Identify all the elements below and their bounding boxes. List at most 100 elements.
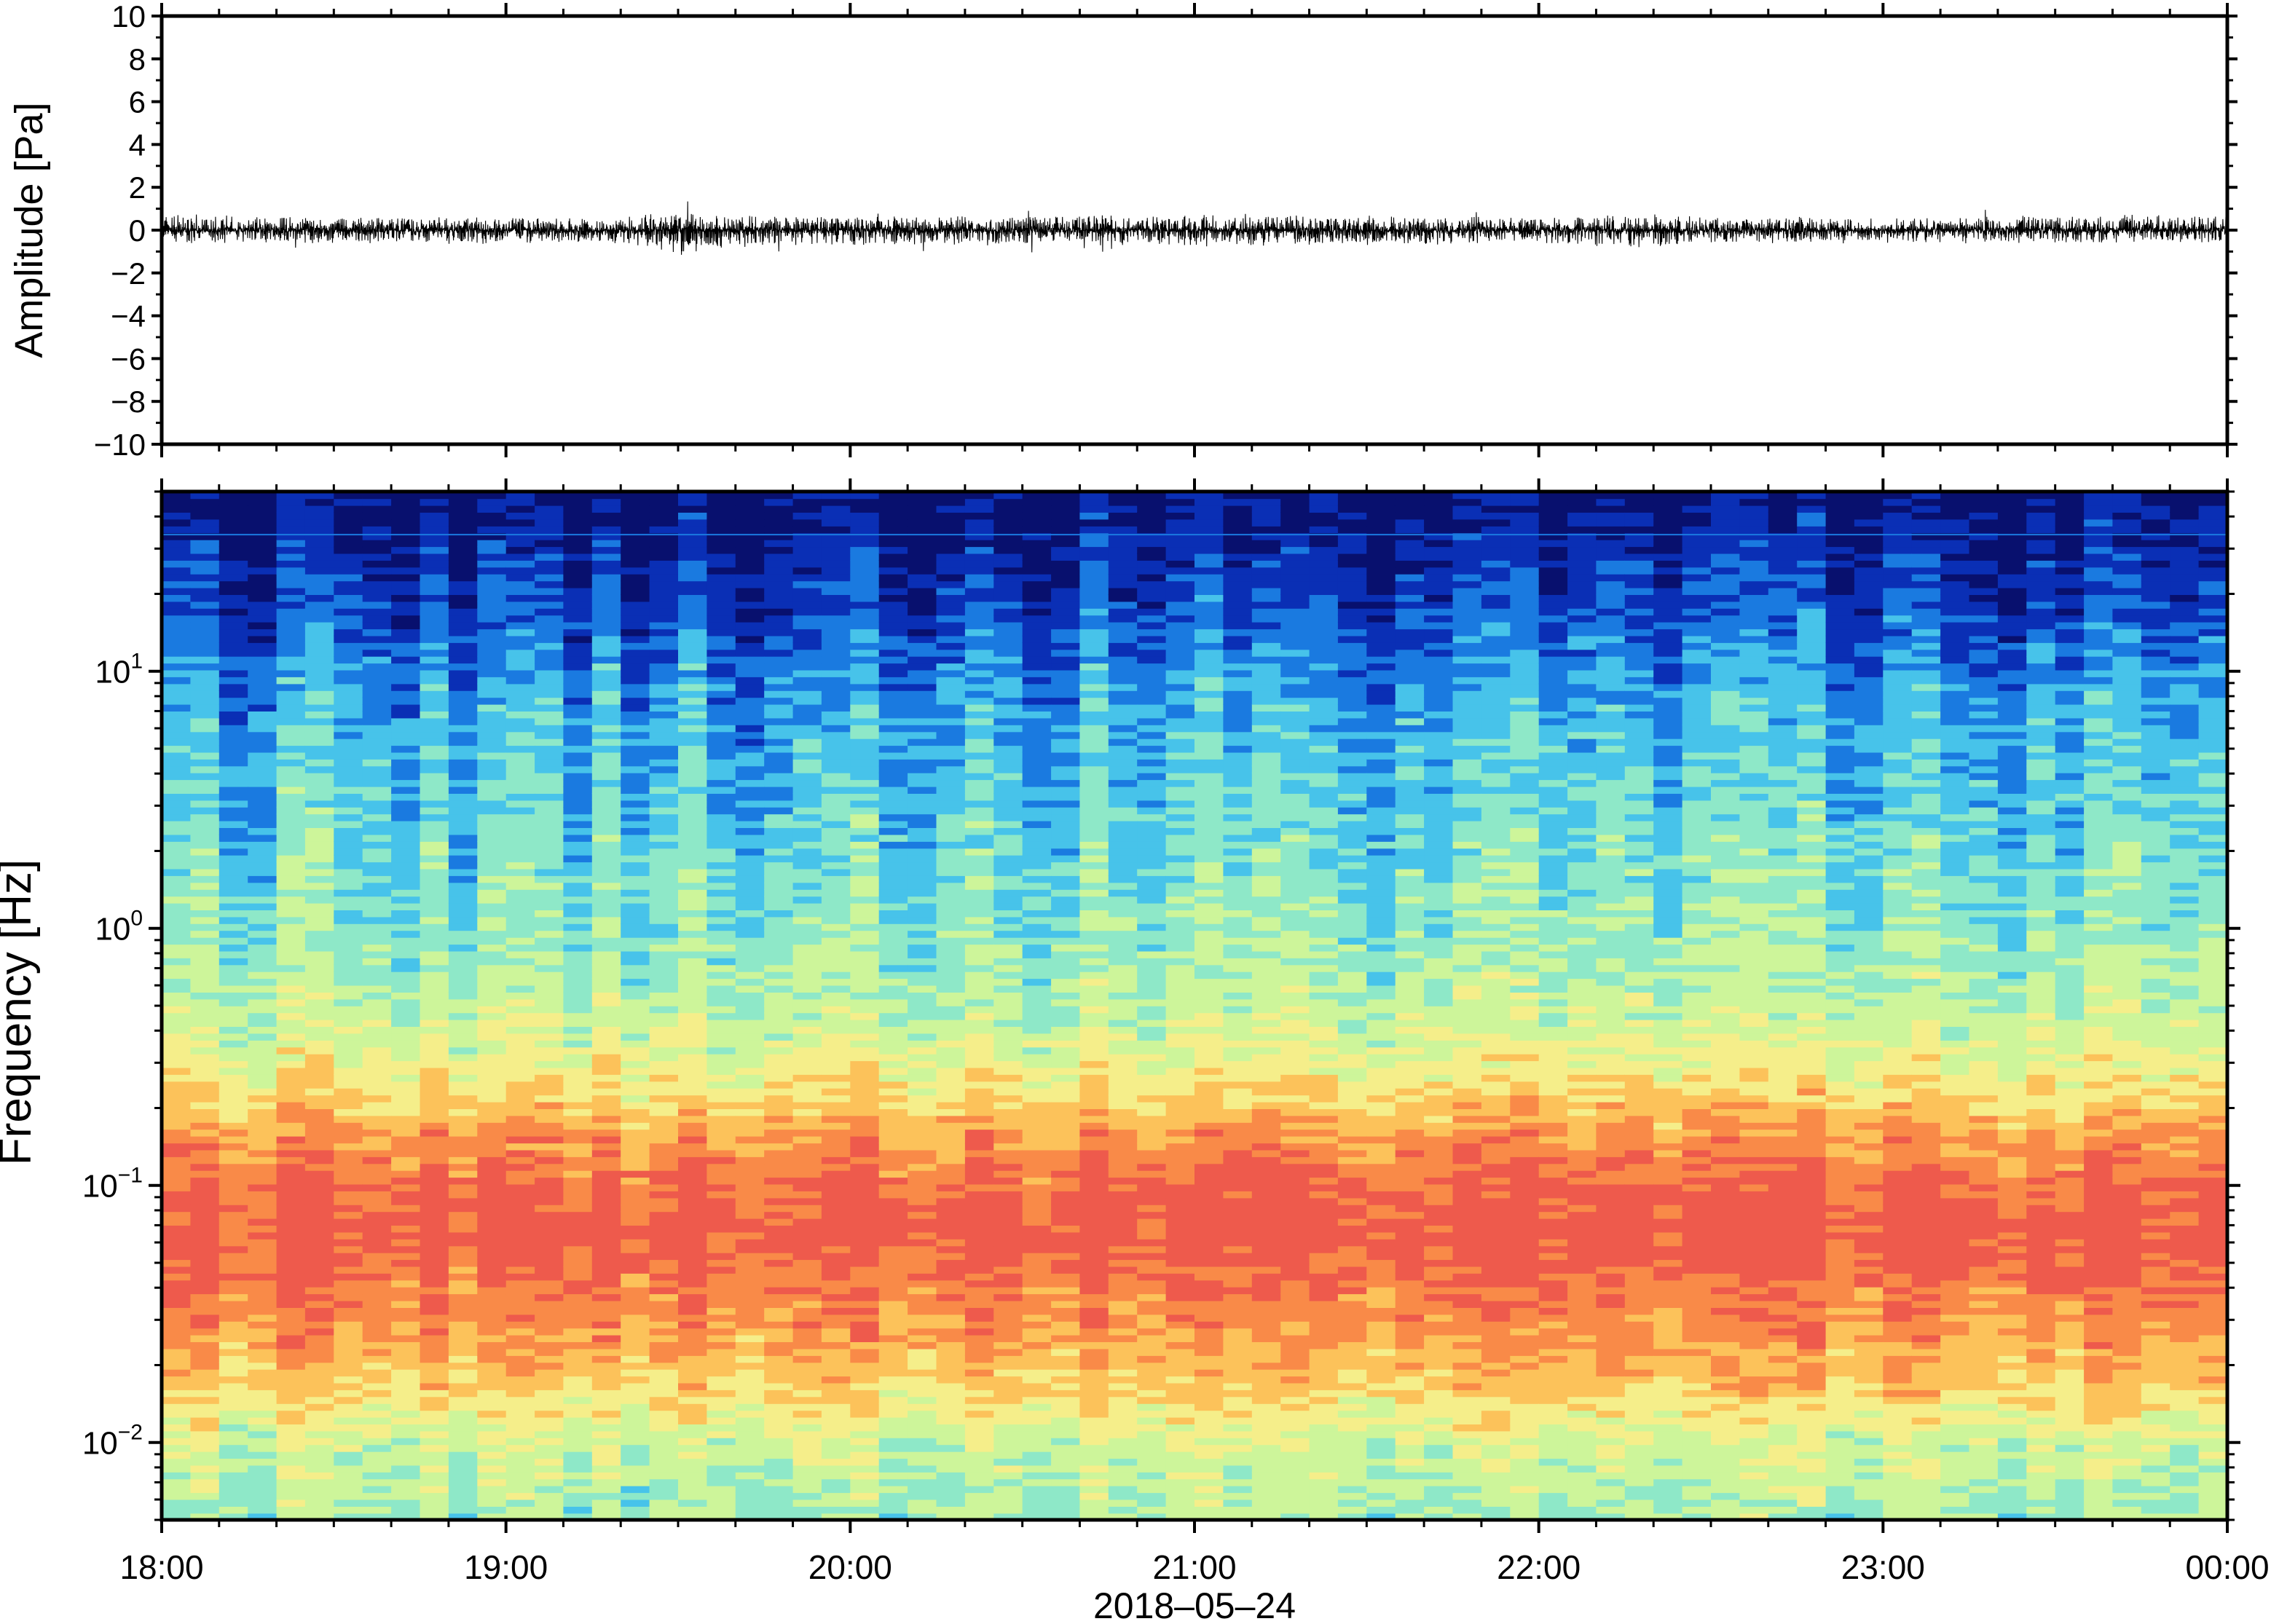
spectrogram-cell	[936, 1328, 966, 1336]
spectrogram-cell	[707, 759, 736, 767]
spectrogram-cell	[276, 896, 306, 904]
spectrogram-cell	[1022, 526, 1052, 534]
spectrogram-cell	[219, 1362, 248, 1370]
spectrogram-cell	[563, 1225, 593, 1233]
spectrogram-cell	[477, 944, 507, 952]
spectrogram-cell	[448, 944, 479, 952]
spectrogram-cell	[1051, 1506, 1081, 1514]
spectrogram-cell	[964, 896, 995, 904]
spectrogram-cell	[591, 498, 621, 506]
spectrogram-cell	[1051, 896, 1081, 904]
spectrogram-cell	[908, 1259, 937, 1267]
spectrogram-cell	[792, 800, 822, 808]
spectrogram-cell	[162, 1115, 192, 1123]
spectrogram-cell	[1079, 1191, 1109, 1199]
spectrogram-cell	[993, 532, 1023, 540]
spectrogram-cell	[334, 786, 363, 794]
spectrogram-cell	[304, 807, 335, 815]
spectrogram-cell	[391, 800, 421, 808]
spectrogram-cell	[334, 1101, 363, 1109]
spectrogram-cell	[678, 1300, 708, 1308]
spectrogram-cell	[908, 923, 937, 931]
spectrogram-cell	[908, 601, 937, 609]
spectrogram-cell	[219, 1046, 248, 1055]
spectrogram-cell	[678, 683, 708, 691]
spectrogram-cell	[908, 854, 937, 863]
spectrogram-cell	[563, 765, 593, 773]
spectrogram-cell	[420, 1129, 449, 1137]
spectrogram-cell	[334, 1259, 363, 1267]
spectrogram-cell	[878, 1101, 908, 1109]
spectrogram-cell	[908, 1019, 937, 1027]
spectrogram-cell	[362, 896, 392, 904]
spectrogram-cell	[190, 1108, 220, 1116]
spectrogram-cell	[821, 1499, 851, 1507]
spectrogram-cell	[505, 1218, 535, 1226]
spectrogram-cell	[678, 738, 708, 746]
spectrogram-cell	[964, 964, 995, 972]
spectrogram-cell	[878, 677, 908, 685]
spectrogram-cell	[707, 807, 736, 815]
spectrogram-cell	[1051, 985, 1081, 993]
spectrogram-cell	[162, 813, 192, 821]
spectrogram-cell	[362, 772, 392, 781]
spectrogram-cell	[649, 930, 679, 938]
spectrogram-cell	[362, 1040, 392, 1048]
spectrogram-cell	[448, 1088, 479, 1096]
spectrogram-cell	[248, 1396, 278, 1404]
spectrogram-cell	[391, 1492, 421, 1500]
spectrogram-cell	[792, 1101, 822, 1109]
spectrogram-cell	[764, 560, 794, 568]
spectrogram-cell	[850, 492, 880, 500]
spectrogram-cell	[1051, 1122, 1081, 1130]
spectrogram-cell	[735, 1095, 765, 1103]
spectrogram-cell	[908, 916, 937, 924]
spectrogram-cell	[362, 1506, 392, 1514]
spectrogram-cell	[621, 862, 650, 870]
spectrogram-cell	[678, 512, 708, 520]
spectrogram-cell	[248, 1499, 278, 1507]
spectrogram-cell	[878, 1458, 908, 1466]
spectrogram-cell	[821, 574, 851, 582]
spectrogram-cell	[477, 772, 507, 781]
spectrogram-cell	[678, 1060, 708, 1068]
spectrogram-cell	[334, 1321, 363, 1329]
spectrogram-cell	[304, 1122, 335, 1130]
spectrogram-cell	[764, 896, 794, 904]
spectrogram-cell	[621, 985, 650, 993]
spectrogram-cell	[162, 1390, 192, 1398]
spectrogram-cell	[219, 1088, 248, 1096]
spectrogram-cell	[448, 1143, 479, 1151]
spectrogram-cell	[735, 1183, 765, 1191]
spectrogram-cell	[362, 786, 392, 794]
spectrogram-cell	[362, 526, 392, 534]
spectrogram-cell	[420, 1225, 449, 1233]
spectrogram-cell	[1079, 1390, 1109, 1398]
spectrogram-cell	[878, 1026, 908, 1034]
spectrogram-cell	[477, 1074, 507, 1082]
spectrogram-cell	[591, 1191, 621, 1199]
spectrogram-cell	[448, 601, 479, 609]
spectrogram-cell	[936, 1012, 966, 1020]
spectrogram-cell	[850, 1060, 880, 1068]
spectrogram-cell	[391, 1472, 421, 1480]
spectrogram-cell	[621, 1321, 650, 1329]
spectrogram-cell	[304, 1438, 335, 1446]
spectrogram-cell	[563, 560, 593, 568]
spectrogram-cell	[448, 580, 479, 588]
spectrogram-cell	[248, 546, 278, 554]
spectrogram-cell	[190, 580, 220, 588]
spectrogram-cell	[850, 1040, 880, 1048]
spectrogram-cell	[304, 1218, 335, 1226]
spectrogram-cell	[821, 1129, 851, 1137]
spectrogram-cell	[792, 519, 822, 527]
spectrogram-cell	[591, 875, 621, 883]
spectrogram-cell	[304, 1211, 335, 1219]
spectrogram-cell	[563, 862, 593, 870]
spectrogram-cell	[1051, 580, 1081, 588]
spectrogram-cell	[649, 1149, 679, 1157]
spectrogram-cell	[334, 1300, 363, 1308]
spectrogram-cell	[591, 519, 621, 527]
spectrogram-cell	[1022, 1300, 1052, 1308]
spectrogram-cell	[219, 1444, 248, 1452]
